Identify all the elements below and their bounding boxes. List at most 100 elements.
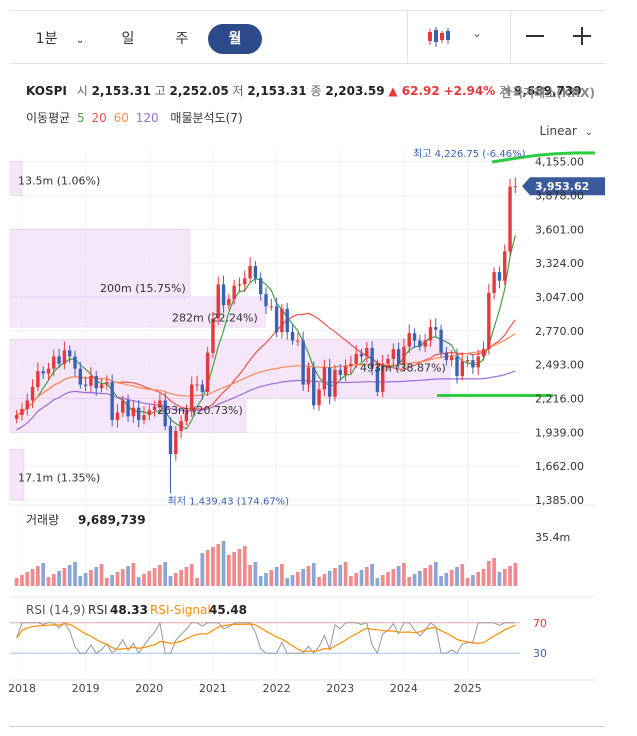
y-tick-label: 3,047.00 [535, 291, 584, 304]
volume-bar [221, 541, 226, 586]
volume-profile-band [9, 229, 191, 298]
candle-body [312, 367, 316, 406]
candle-body [471, 360, 475, 368]
candle-body [142, 415, 146, 420]
volume-bar [147, 571, 152, 586]
candle-body [513, 186, 518, 188]
candle-body [243, 278, 247, 285]
candle-body [227, 299, 231, 306]
volume-bar [126, 566, 130, 586]
y-tick-label: 2,216.00 [535, 392, 584, 405]
last-price-label: 3,953.62 [535, 180, 589, 193]
volume-bar [179, 570, 183, 586]
y-tick-label: 1,662.00 [535, 460, 584, 473]
volume-value: 9,689,739 [513, 84, 582, 98]
candle-body [290, 332, 295, 341]
candle-body [402, 346, 406, 364]
plus-icon[interactable] [573, 27, 591, 45]
volume-bar [110, 575, 115, 586]
volume-profile-band [9, 161, 23, 196]
volume-bar [94, 567, 99, 586]
rsi-signal-value: 45.48 [209, 603, 247, 617]
candle-body [439, 329, 443, 353]
volume-bar [433, 562, 438, 586]
volume-bar [14, 578, 19, 586]
candle-body [354, 354, 358, 364]
volume-bar [73, 562, 77, 586]
x-tick-label: 2022 [263, 682, 291, 695]
high-label: 고 [154, 84, 166, 98]
candle-body [36, 371, 40, 387]
exchange-label: 한국거래소(KRX) [501, 86, 595, 100]
volume-bar [142, 574, 146, 586]
candle-body [481, 349, 486, 357]
volume-bar [104, 578, 109, 586]
volume-bar [120, 569, 125, 586]
candle-body [269, 306, 274, 308]
candle-body [168, 426, 173, 455]
volume-bar [423, 568, 428, 586]
candle-body [30, 386, 35, 401]
minus-icon[interactable] [526, 35, 544, 37]
ma-60: 60 [113, 111, 129, 125]
candle-body [184, 411, 189, 422]
candle-body [317, 389, 321, 406]
candlestick-icon[interactable] [426, 24, 452, 50]
scale-selector[interactable]: Linear ⌄ [539, 124, 593, 138]
candle-body [121, 400, 125, 413]
volume-bar [317, 577, 321, 586]
volume-bar [211, 547, 215, 586]
volume-bar [89, 570, 93, 586]
chevron-down-icon[interactable]: ⌄ [75, 35, 85, 46]
candle-body [370, 347, 374, 368]
volume-bar [349, 576, 353, 586]
candle-body [503, 251, 507, 281]
candle-body [428, 327, 433, 341]
candle-body [327, 367, 332, 397]
candle-body [62, 350, 67, 364]
volume-bar [36, 566, 40, 586]
volume-bar [242, 546, 247, 586]
candle-body [460, 361, 464, 377]
volume-bar [311, 563, 316, 586]
tab-day[interactable]: 일 [121, 31, 135, 47]
candle-body [115, 412, 120, 420]
volume-bar [402, 563, 406, 586]
change-value: ▲ 62.92 [388, 84, 440, 98]
tab-week[interactable]: 주 [175, 31, 189, 47]
low-annotation: 최저 1,439.43 (174.67%) [168, 495, 290, 507]
chevron-down-icon: ⌄ [584, 127, 593, 138]
candle-body [205, 352, 210, 392]
ma-5-line [16, 235, 516, 430]
volume-profile-label: 200m (15.75%) [100, 282, 186, 295]
volume-bar [439, 576, 443, 586]
tab-month[interactable]: 월 [208, 24, 262, 54]
candle-body [147, 410, 151, 416]
chevron-down-icon[interactable]: ⌄ [472, 26, 483, 40]
volume-bar [62, 568, 67, 586]
volume-bar [285, 578, 290, 586]
close-value: 2,203.59 [325, 84, 385, 98]
volume-bar [83, 573, 88, 586]
volume-bar [131, 563, 136, 586]
close-label: 종 [310, 84, 322, 98]
change-pct: +2.94% [443, 84, 496, 98]
candle-body [105, 382, 109, 385]
quote-summary: KOSPI 시 2,153.31 고 2,252.05 저 2,153.31 종… [26, 82, 582, 99]
volume-bar [322, 574, 327, 586]
x-tick-label: 2023 [326, 682, 354, 695]
divider [510, 10, 511, 64]
volume-bar [486, 561, 491, 586]
volume-bar [497, 572, 502, 586]
x-tick-label: 2018 [8, 682, 36, 695]
volume-max-tick: 35.4m [535, 531, 570, 544]
volume-title: 거래량 [26, 513, 59, 527]
volume-bar [274, 567, 279, 586]
toolbar-frame [10, 10, 605, 64]
rsi-level-label: 30 [533, 647, 547, 660]
volume-bar [237, 549, 242, 586]
tab-1min[interactable]: 1분 ⌄ [30, 24, 90, 54]
volume-bar [232, 552, 237, 586]
candle-body [57, 356, 61, 364]
